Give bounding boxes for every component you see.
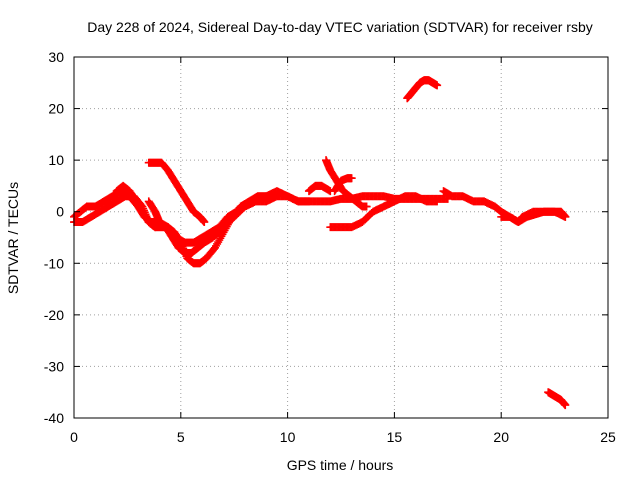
series-arc-11 bbox=[403, 76, 442, 103]
data-point bbox=[262, 192, 271, 201]
series-arc-3 bbox=[112, 181, 303, 268]
y-tick-label: 10 bbox=[48, 152, 64, 168]
data-point bbox=[200, 218, 209, 227]
data-points bbox=[70, 76, 570, 410]
x-tick-label: 25 bbox=[600, 429, 616, 445]
y-tick-label: 0 bbox=[56, 204, 64, 220]
series-arc-13 bbox=[497, 207, 570, 227]
y-tick-label: -30 bbox=[44, 358, 64, 374]
data-point bbox=[433, 81, 442, 90]
data-point bbox=[362, 202, 371, 211]
grid bbox=[74, 57, 608, 418]
x-tick-label: 10 bbox=[280, 429, 296, 445]
x-tick-label: 5 bbox=[177, 429, 185, 445]
y-tick-label: -20 bbox=[44, 307, 64, 323]
series-arc-14 bbox=[544, 388, 570, 410]
x-axis-label: GPS time / hours bbox=[287, 457, 394, 473]
data-point bbox=[347, 174, 356, 183]
series-arc-8 bbox=[330, 174, 356, 196]
series-arc-5 bbox=[144, 158, 209, 227]
x-tick-label: 0 bbox=[70, 429, 78, 445]
series-arc-1 bbox=[70, 187, 313, 247]
y-tick-label: 30 bbox=[48, 49, 64, 65]
chart-title: Day 228 of 2024, Sidereal Day-to-day VTE… bbox=[87, 19, 593, 35]
plot-frame bbox=[73, 56, 609, 419]
axis-ticks: 0 5 10 15 20 25 30 20 10 0 -10 -20 -30 -40 bbox=[44, 49, 616, 445]
data-point bbox=[561, 212, 570, 221]
y-axis-label: SDTVAR / TECUs bbox=[5, 182, 21, 294]
series-arc-4 bbox=[144, 192, 271, 257]
x-tick-label: 15 bbox=[387, 429, 403, 445]
series-arc-6 bbox=[304, 181, 335, 196]
series-arc-10 bbox=[294, 192, 452, 206]
y-tick-label: 20 bbox=[48, 101, 64, 117]
data-point bbox=[561, 401, 570, 410]
x-tick-label: 20 bbox=[493, 429, 509, 445]
y-tick-label: -10 bbox=[44, 255, 64, 271]
y-tick-label: -40 bbox=[44, 410, 64, 426]
